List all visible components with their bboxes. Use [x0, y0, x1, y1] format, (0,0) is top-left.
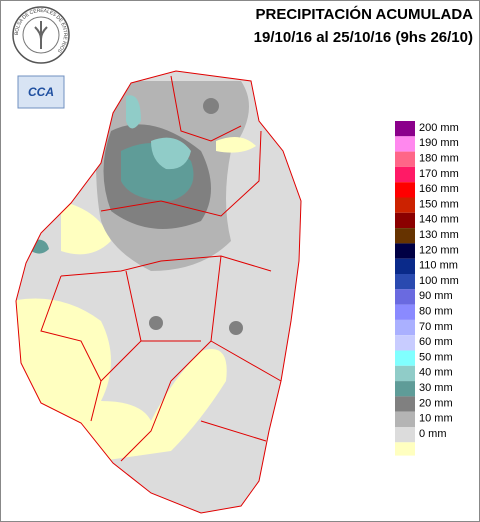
cca-text: CCA — [28, 85, 54, 99]
legend-swatch — [395, 136, 415, 152]
legend-swatch — [395, 228, 415, 244]
legend-swatch — [395, 166, 415, 183]
legend-label: 150 mm — [419, 198, 459, 210]
province-map — [15, 70, 302, 514]
legend-swatch — [395, 258, 415, 274]
legend-label: 140 mm — [419, 214, 459, 226]
legend-label: 100 mm — [419, 275, 459, 287]
legend-swatch — [395, 197, 415, 213]
legend-label: 160 mm — [419, 183, 459, 195]
legend-label: 70 mm — [419, 321, 453, 333]
legend-swatch — [395, 304, 415, 320]
legend-label: 0 mm — [419, 428, 447, 440]
legend-label: 20 mm — [419, 397, 453, 409]
legend-swatch — [395, 350, 415, 366]
legend-label: 110 mm — [419, 260, 458, 272]
legend-label: 170 mm — [419, 168, 459, 180]
legend-swatch — [395, 411, 415, 427]
title-line2: 19/10/16 al 25/10/16 (9hs 26/10) — [254, 29, 473, 46]
legend-label: 130 mm — [419, 229, 459, 241]
legend-swatch — [395, 182, 415, 198]
title-line1: PRECIPITACIÓN ACUMULADA — [256, 5, 474, 23]
legend-swatch — [395, 319, 415, 336]
legend-swatch — [395, 335, 415, 351]
legend-label: 80 mm — [419, 306, 453, 318]
legend-label: 60 mm — [419, 336, 453, 348]
legend-label: 50 mm — [419, 351, 453, 363]
legend-swatch — [395, 212, 415, 229]
legend-swatch — [395, 151, 415, 167]
legend: 200 mm 190 mm 180 mm 170 mm 160 mm 150 mm 140 … — [395, 121, 459, 456]
legend-label: 90 mm — [419, 290, 453, 302]
legend-label: 190 mm — [419, 137, 459, 149]
legend-label: 10 mm — [419, 413, 453, 425]
legend-swatch — [395, 442, 415, 456]
legend-swatch — [395, 427, 415, 443]
legend-swatch — [395, 121, 415, 137]
cca-badge: CCA — [17, 75, 65, 109]
legend-label: 120 mm — [419, 244, 459, 256]
legend-swatch — [395, 289, 415, 305]
legend-swatch — [395, 381, 415, 397]
legend-label: 30 mm — [419, 382, 453, 394]
legend-label: 200 mm — [419, 122, 459, 134]
legend-swatch — [395, 365, 415, 382]
legend-swatch — [395, 243, 415, 259]
legend-swatch — [395, 396, 415, 412]
legend-label: 40 mm — [419, 367, 453, 379]
logo: BOLSA DE CEREALES DE ENTRE RIOS — [12, 6, 70, 64]
legend-label: 180 mm — [419, 153, 459, 165]
legend-swatch — [395, 274, 415, 290]
